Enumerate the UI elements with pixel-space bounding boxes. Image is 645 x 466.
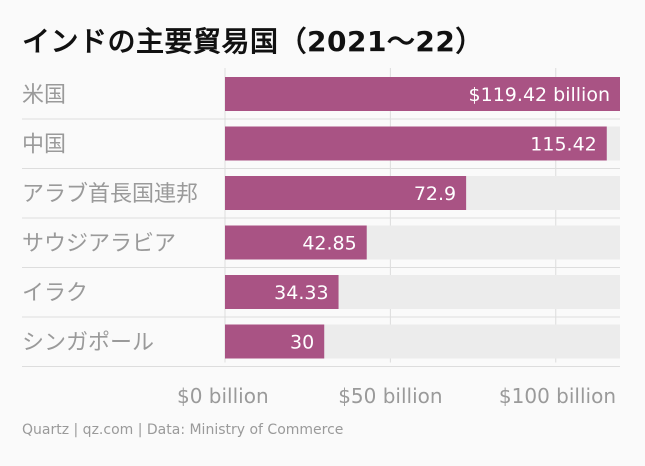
x-tick-label: $50 billion (338, 384, 442, 408)
category-label: 米国 (22, 83, 66, 108)
bar (225, 275, 339, 309)
category-label: サウジアラビア (22, 232, 176, 257)
data-label: $119.42 billion (469, 84, 610, 106)
bar (225, 225, 367, 260)
category-label: シンガポール (22, 331, 154, 356)
data-label: 115.42 (530, 134, 596, 156)
x-tick-label: $100 billion (499, 384, 616, 408)
x-tick-label: $0 billion (177, 384, 269, 408)
category-label: アラブ首長国連邦 (22, 182, 198, 207)
bar (225, 77, 620, 111)
bar (225, 176, 467, 210)
source-footer: Quartz | qz.com | Data: Ministry of Comm… (22, 422, 344, 438)
data-label: 34.33 (274, 282, 328, 304)
data-label: 30 (290, 332, 314, 354)
bar (225, 126, 607, 161)
chart-title: インドの主要貿易国（2021〜22） (22, 25, 484, 58)
category-label: イラク (22, 281, 88, 306)
bar (225, 324, 325, 359)
data-label: 42.85 (302, 233, 356, 255)
category-label: 中国 (22, 133, 66, 158)
data-label: 72.9 (414, 183, 456, 205)
